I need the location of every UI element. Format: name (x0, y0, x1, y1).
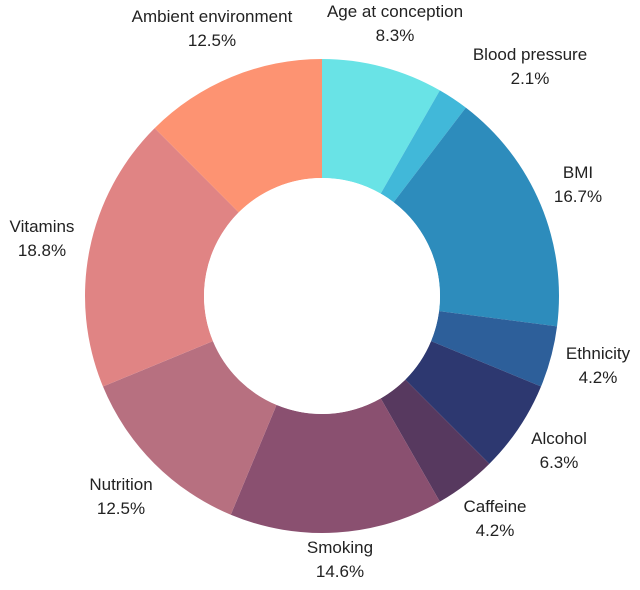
label-ethnicity: Ethnicity (566, 344, 631, 363)
slice-caffeine (380, 379, 490, 502)
label-vitamins: Vitamins (10, 217, 75, 236)
slice-blood-pressure (380, 90, 466, 203)
value-label-caffeine: 4.2% (476, 521, 515, 540)
slice-age-at-conception (322, 59, 440, 194)
label-nutrition: Nutrition (89, 475, 152, 494)
label-age-at-conception: Age at conception (327, 2, 463, 21)
label-alcohol: Alcohol (531, 429, 587, 448)
value-label-alcohol: 6.3% (540, 453, 579, 472)
label-group: Age at conception 8.3% Blood pressure 2.1% B… (10, 2, 631, 581)
label-smoking: Smoking (307, 538, 373, 557)
slice-ethnicity (431, 311, 558, 387)
slice-alcohol (405, 341, 542, 464)
label-caffeine: Caffeine (463, 497, 526, 516)
label-ambient-environment: Ambient environment (132, 7, 293, 26)
slice-vitamins (85, 128, 239, 387)
value-label-ethnicity: 4.2% (579, 368, 618, 387)
value-label-bmi: 16.7% (554, 187, 602, 206)
slice-bmi (393, 107, 559, 327)
value-label-nutrition: 12.5% (97, 499, 145, 518)
value-label-blood-pressure: 2.1% (511, 69, 550, 88)
slice-ambient-environment (154, 59, 322, 213)
label-blood-pressure: Blood pressure (473, 45, 587, 64)
value-label-smoking: 14.6% (316, 562, 364, 581)
label-bmi: BMI (563, 163, 593, 182)
donut-hole (204, 178, 440, 414)
value-label-vitamins: 18.8% (18, 241, 66, 260)
slice-smoking (230, 398, 440, 533)
value-label-age-at-conception: 8.3% (376, 26, 415, 45)
slice-group (85, 59, 559, 533)
value-label-ambient-environment: 12.5% (188, 31, 236, 50)
slice-nutrition (102, 341, 277, 515)
